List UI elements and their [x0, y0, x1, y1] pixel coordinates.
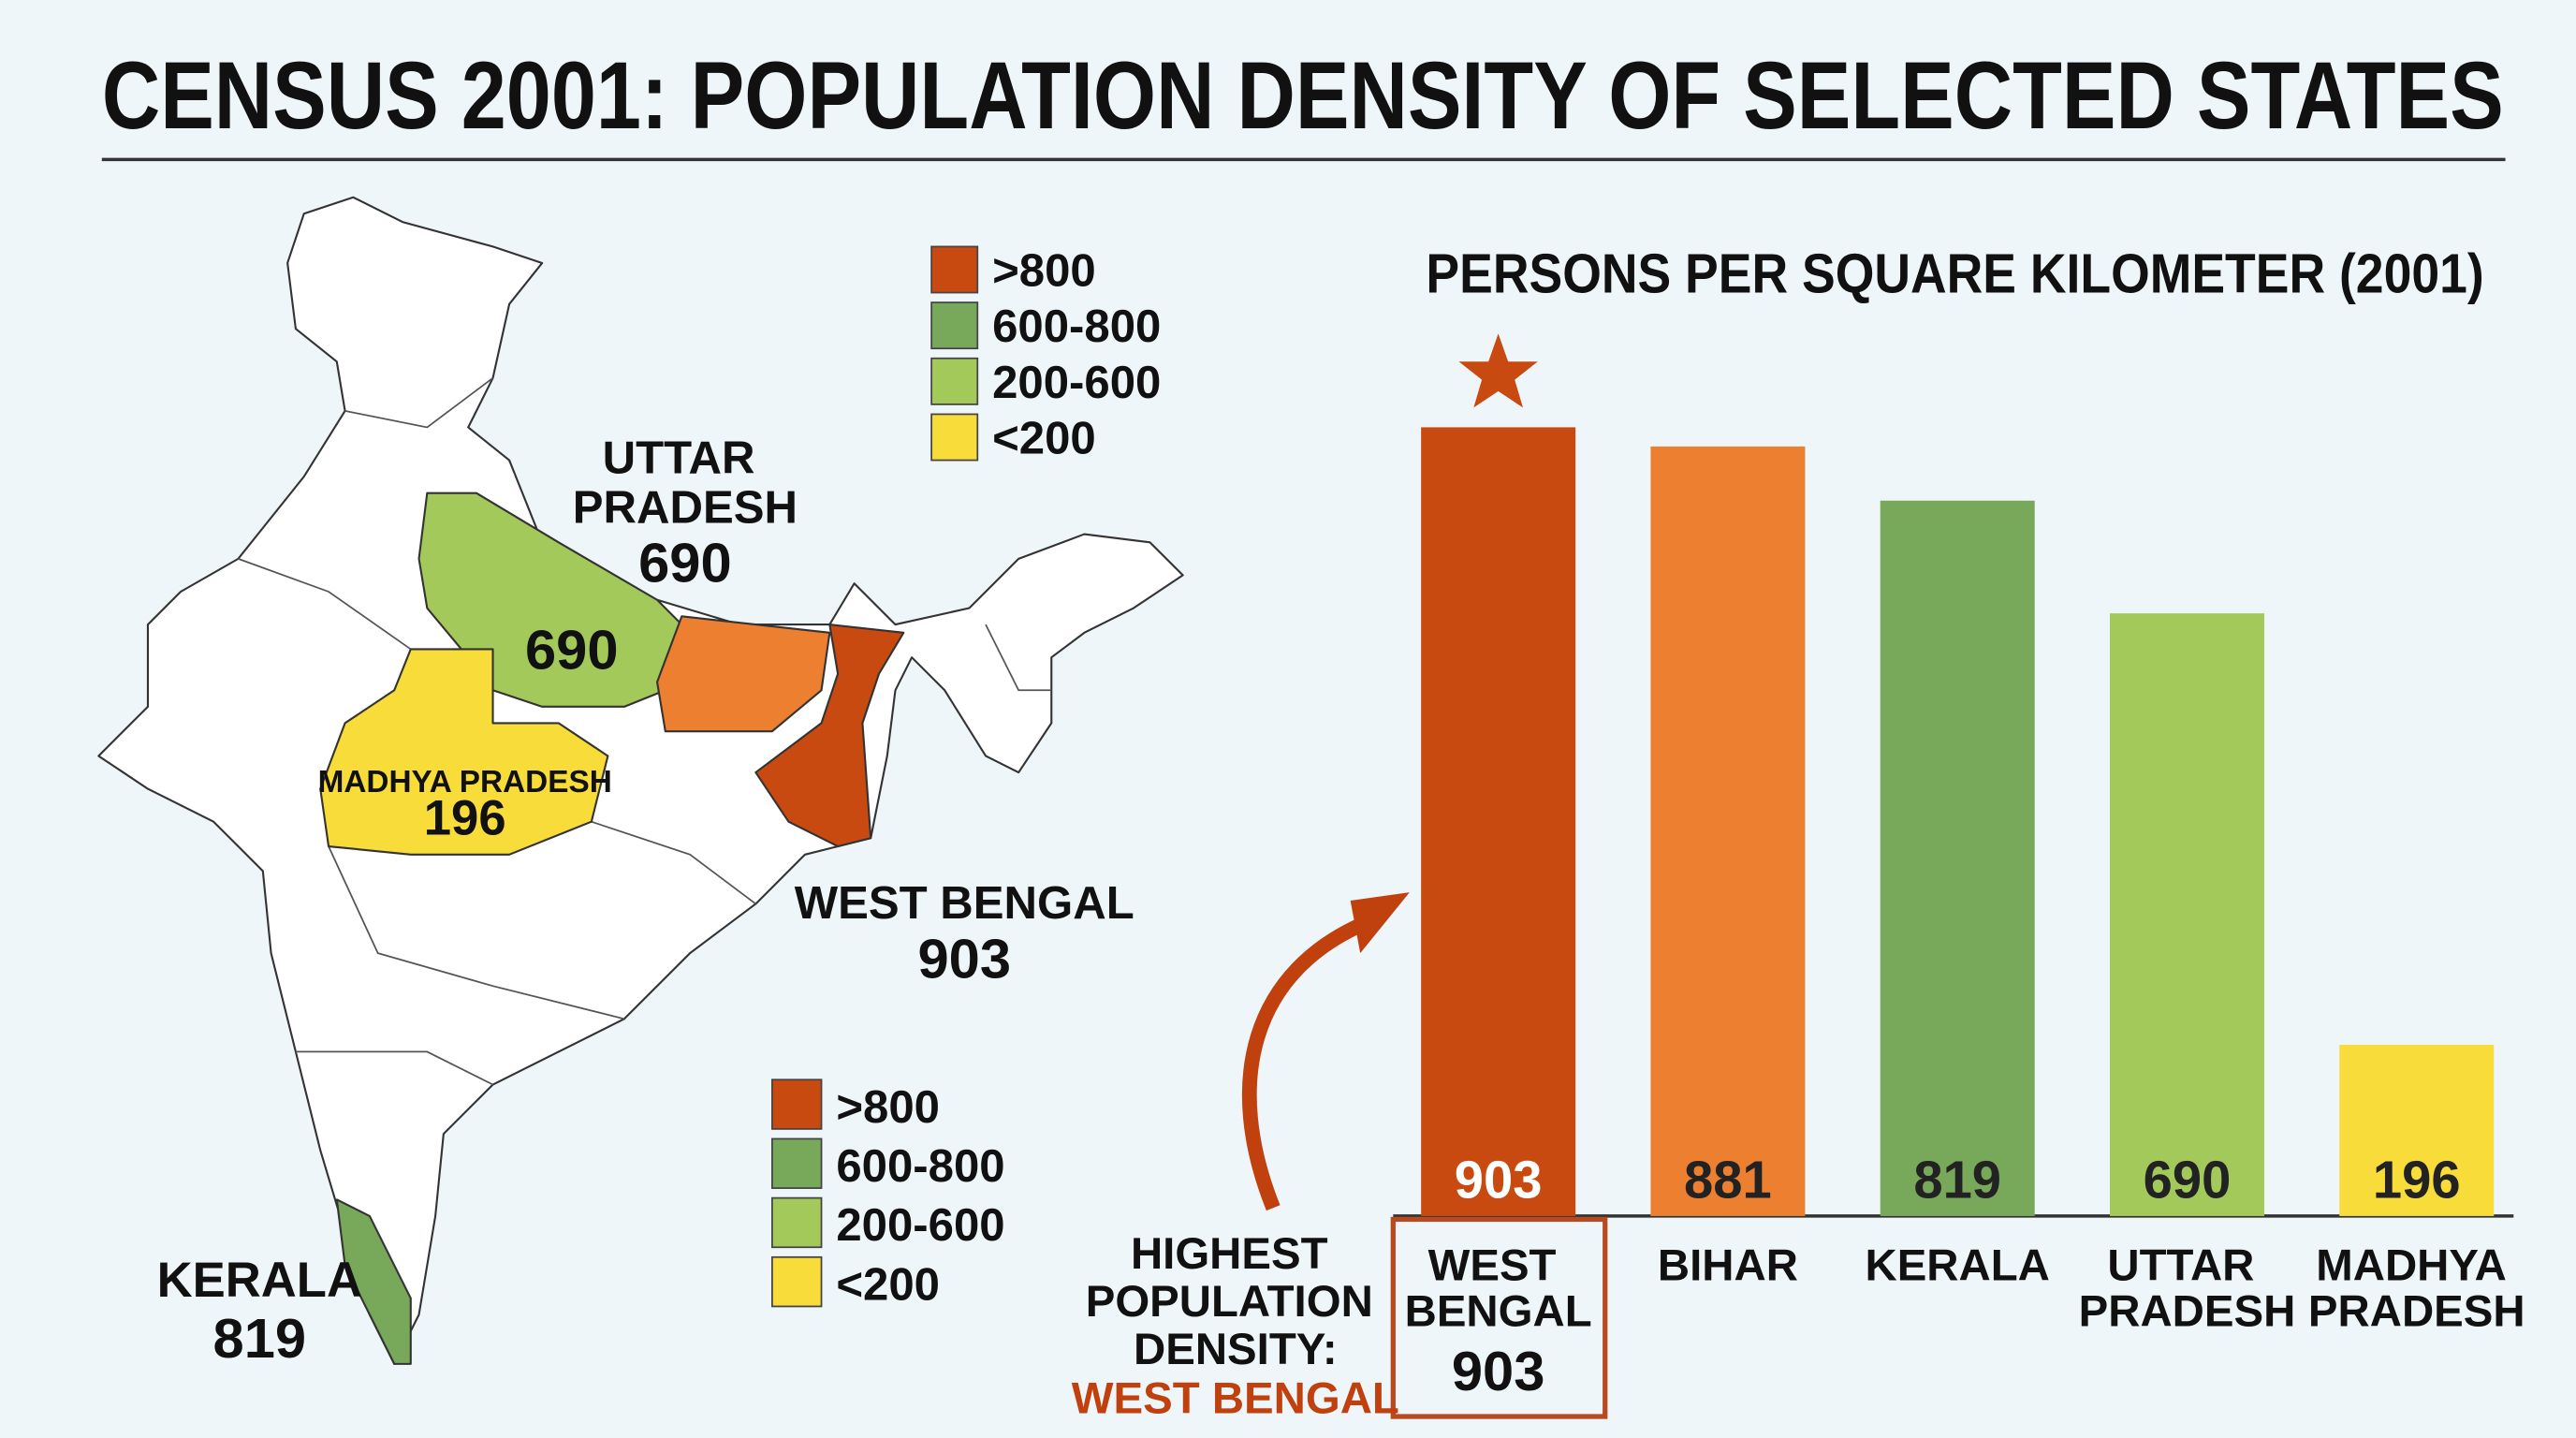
legend-swatch — [930, 301, 979, 350]
state-border — [328, 845, 625, 1020]
star — [1458, 333, 1538, 408]
legend-label: <200 — [992, 414, 1096, 464]
state-name: MADHYA PRADESH — [318, 765, 612, 800]
bar — [1650, 446, 1806, 1216]
legend-swatch — [930, 245, 979, 294]
legend-label: >800 — [992, 246, 1096, 297]
highlight-value: 903 — [1452, 1340, 1545, 1402]
value-label: 881 — [1684, 1151, 1772, 1210]
state-value-inner: 690 — [525, 618, 619, 681]
arrow — [1241, 913, 1375, 1211]
kerala-region — [335, 1198, 412, 1365]
state-border — [985, 624, 1052, 692]
annotation-highlight: WEST BENGAL — [1072, 1374, 1399, 1424]
arrow-head — [1350, 892, 1410, 954]
legend-label: 600-800 — [836, 1141, 1004, 1192]
value-label: 903 — [1455, 1151, 1543, 1210]
legend-label: 200-600 — [836, 1200, 1004, 1251]
x-tick-label: UTTAR PRADESH — [2079, 1240, 2296, 1336]
bar — [2339, 1045, 2495, 1216]
x-tick-label: BIHAR — [1658, 1240, 1798, 1290]
bar — [1880, 500, 2035, 1216]
state-border — [344, 377, 494, 429]
legend-swatch — [771, 1255, 823, 1308]
state-value: 196 — [424, 791, 506, 846]
legend-label: <200 — [836, 1259, 940, 1310]
legend-label: 600-800 — [992, 301, 1161, 352]
legend-swatch — [771, 1137, 823, 1189]
legend-swatch — [771, 1078, 823, 1130]
legend-swatch — [930, 413, 979, 462]
state-value: 690 — [638, 531, 732, 594]
chart-title: PERSONS PER SQUARE KILOMETER (2001) — [1426, 242, 2483, 305]
x-tick-label: MADHYA PRADESH — [2308, 1240, 2525, 1336]
state-border — [295, 1050, 493, 1086]
state-value: 819 — [213, 1307, 307, 1370]
x-tick-label: KERALA — [1866, 1240, 2050, 1290]
bihar-region — [655, 615, 831, 733]
state-value: 903 — [917, 927, 1011, 990]
legend-swatch — [771, 1196, 823, 1249]
legend-swatch — [930, 357, 979, 405]
state-border — [591, 820, 756, 905]
state-border — [238, 558, 412, 651]
west-bengal-region — [754, 624, 905, 848]
page-title: CENSUS 2001: POPULATION DENSITY OF SELEC… — [102, 42, 2504, 149]
bar — [1421, 427, 1576, 1216]
map-labels: >800600-800200-600<200>800600-800200-600… — [157, 246, 1162, 1370]
bar — [2109, 613, 2264, 1216]
madhya-pradesh-region — [319, 648, 609, 856]
value-label: 690 — [2144, 1151, 2232, 1210]
bar-chart: PERSONS PER SQUARE KILOMETER (2001) 903W… — [1072, 242, 2525, 1424]
legend-label: 200-600 — [992, 358, 1161, 408]
value-label: 819 — [1913, 1151, 2001, 1210]
map — [97, 196, 1184, 1365]
state-name: UTTAR PRADESH — [573, 433, 798, 534]
legend-label: >800 — [836, 1082, 940, 1133]
annotation: HIGHEST POPULATION DENSITY: — [1086, 1229, 1385, 1374]
highlight-box — [1390, 1216, 1608, 1419]
state-name: KERALA — [157, 1253, 362, 1308]
value-label: 196 — [2373, 1151, 2461, 1210]
state-name: WEST BENGAL — [795, 878, 1134, 929]
x-tick-label: WEST BENGAL — [1405, 1240, 1592, 1336]
